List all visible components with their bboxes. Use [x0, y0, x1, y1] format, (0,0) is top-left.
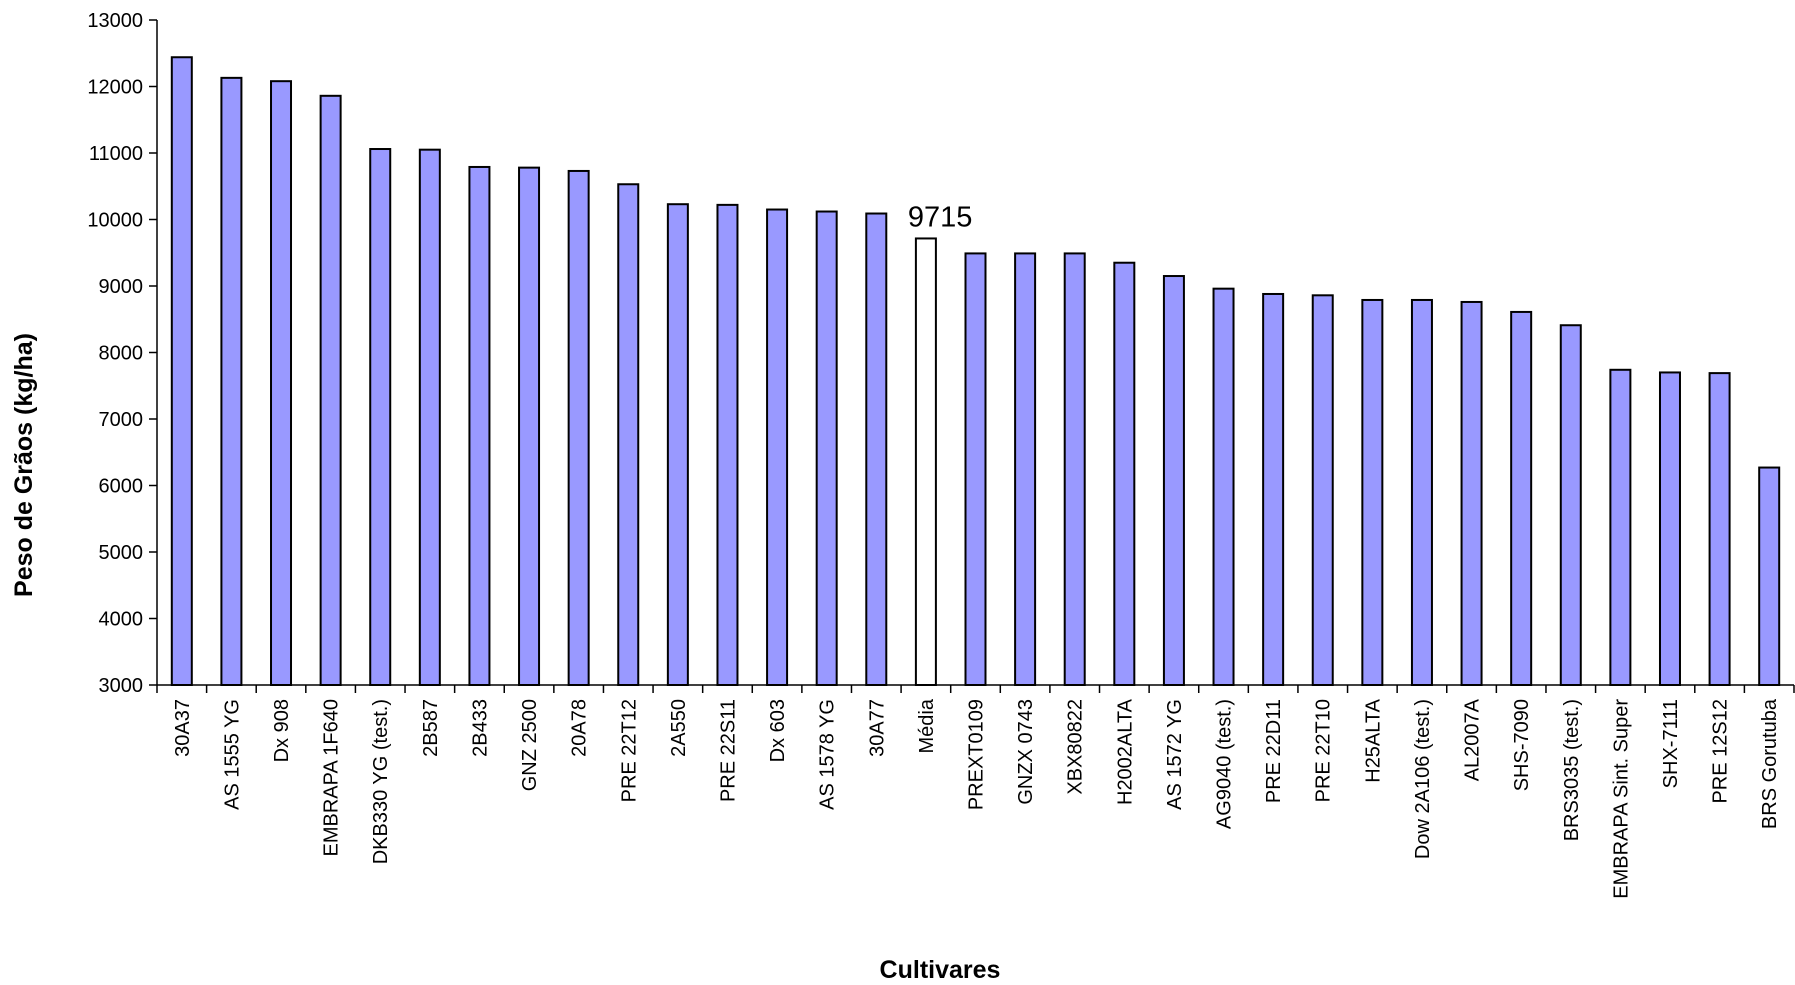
- bar: [319, 94, 342, 686]
- x-axis-title: Cultivares: [880, 956, 1001, 984]
- x-tick-label: H25ALTA: [1362, 698, 1384, 782]
- x-tick-label: H2002ALTA: [1114, 698, 1136, 805]
- bar: [518, 166, 541, 686]
- x-tick-label: EMBRAPA Sint. Super: [1610, 699, 1632, 899]
- bar: [716, 203, 739, 686]
- x-tick-label: PREXT0109: [966, 699, 988, 810]
- bar: [468, 165, 491, 686]
- x-tick-label: AS 1578 YG: [817, 699, 839, 810]
- bar-media: [914, 237, 937, 686]
- x-tick-label: DKB330 YG (test.): [370, 699, 392, 864]
- bar: [666, 203, 689, 687]
- x-tick-label: PRE 22T12: [618, 699, 640, 802]
- bar: [964, 252, 987, 686]
- bar: [815, 210, 838, 687]
- x-tick-label: PRE 12S12: [1710, 699, 1732, 804]
- x-axis-ticks: 30A37 AS 1555 YG Dx 908 EMBRAPA 1F640 DKB330…: [156, 685, 1795, 899]
- bar: [170, 56, 193, 687]
- bar: [865, 212, 888, 686]
- x-tick-label: 30A37: [172, 699, 194, 757]
- data-labels: 9715: [908, 201, 973, 233]
- bar: [1410, 298, 1433, 686]
- x-tick-label: PRE 22T10: [1313, 699, 1335, 802]
- bar: [1014, 252, 1037, 686]
- y-tick-label: 4000: [99, 609, 144, 631]
- x-tick-label: XBX80822: [1065, 699, 1087, 795]
- bar: [1311, 294, 1334, 686]
- x-tick-label: Dx 603: [767, 699, 789, 762]
- x-tick-label: SHX-7111: [1660, 699, 1682, 788]
- bar: [418, 148, 441, 687]
- x-tick-label: 2A550: [668, 699, 690, 757]
- bar: [1609, 368, 1632, 686]
- x-tick-label: PRE 22S11: [717, 699, 739, 802]
- y-tick-label: 8000: [99, 343, 144, 365]
- x-tick-label: SHS-7090: [1511, 699, 1533, 791]
- x-tick-label: 2B433: [469, 699, 491, 757]
- y-tick-label: 10000: [87, 210, 143, 232]
- y-axis-ticks: 3000 4000 5000 6000 7000 8000 9000 10000 11000 12…: [87, 10, 157, 697]
- bar: [1510, 310, 1533, 686]
- bar: [617, 183, 640, 686]
- y-tick-label: 6000: [99, 476, 144, 498]
- bars: [170, 56, 1781, 687]
- bar: [1708, 372, 1731, 686]
- bar: [1460, 300, 1483, 686]
- x-tick-label: GNZ 2500: [519, 699, 541, 791]
- x-tick-label: Dx 908: [271, 699, 293, 762]
- y-tick-label: 7000: [99, 409, 144, 431]
- y-tick-label: 9000: [99, 276, 144, 298]
- x-tick-label: BRS Gorutuba: [1759, 698, 1781, 829]
- x-tick-label: AS 1572 YG: [1164, 699, 1186, 810]
- y-tick-label: 11000: [89, 143, 143, 165]
- x-tick-label: Dow 2A106 (test.): [1412, 699, 1434, 859]
- x-tick-label: 20A78: [569, 699, 591, 757]
- data-label-media: 9715: [908, 201, 973, 233]
- x-tick-label: AS 1555 YG: [221, 699, 243, 810]
- bar: [1113, 261, 1136, 686]
- bar: [369, 148, 392, 686]
- bar: [1361, 298, 1384, 686]
- bar: [1658, 371, 1681, 686]
- x-tick-label: AG9040 (test.): [1214, 699, 1236, 829]
- y-tick-label: 5000: [99, 542, 144, 564]
- x-tick-label: BRS3035 (test.): [1561, 699, 1583, 841]
- bar: [1262, 292, 1285, 686]
- x-tick-label: PRE 22D11: [1263, 699, 1285, 803]
- bar: [270, 80, 293, 687]
- y-tick-label: 3000: [99, 675, 144, 697]
- bar: [1063, 252, 1086, 686]
- x-tick-label: GNZX 0743: [1015, 699, 1037, 805]
- x-tick-label: 30A77: [866, 699, 888, 757]
- y-axis-title: Peso de Grãos (kg/ha): [10, 333, 38, 597]
- bar: [766, 208, 789, 686]
- bar: [1758, 466, 1781, 687]
- x-tick-label: 2B587: [420, 699, 442, 757]
- x-tick-label: Média: [916, 698, 938, 753]
- y-tick-label: 12000: [87, 77, 143, 99]
- bar: [1212, 287, 1235, 686]
- bar: [220, 76, 243, 687]
- x-tick-label: EMBRAPA 1F640: [321, 699, 343, 856]
- bar: [567, 169, 590, 686]
- x-tick-label: AL2007A: [1462, 698, 1484, 781]
- y-tick-label: 13000: [87, 10, 143, 32]
- bar: [1162, 275, 1185, 686]
- bar: [1559, 324, 1582, 686]
